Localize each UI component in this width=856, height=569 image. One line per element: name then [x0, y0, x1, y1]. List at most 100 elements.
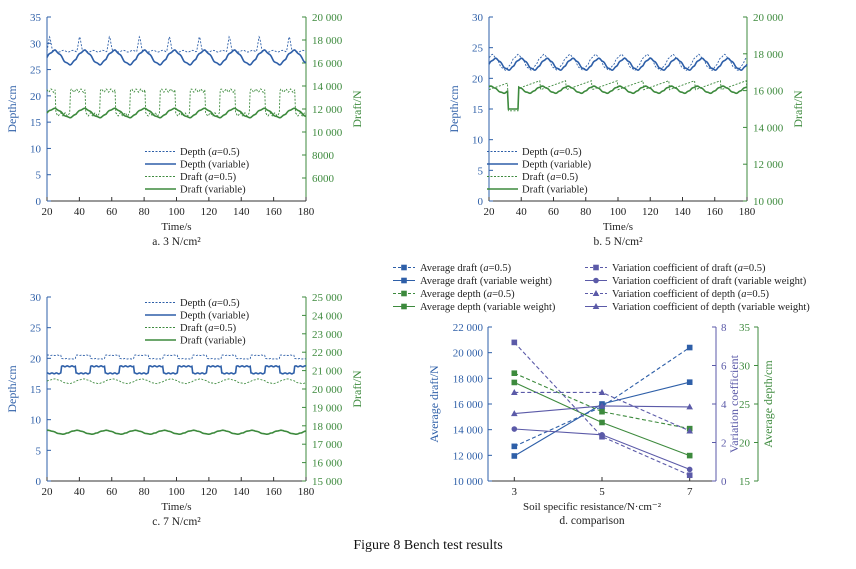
legend-entry: Draft (variable) [180, 185, 246, 196]
right-tick-label: 24 000 [312, 310, 343, 322]
legend-entry: Depth (variable) [180, 311, 250, 322]
x-tick-label: 160 [265, 486, 282, 498]
data-point [593, 277, 599, 284]
x-tick-label: 140 [233, 486, 250, 498]
cv-axis-label: Variation coefficient [727, 354, 741, 453]
cv-tick-label: 0 [721, 476, 727, 488]
data-point [511, 410, 518, 417]
data-point [599, 408, 605, 415]
draft-tick-label: 18 000 [453, 373, 484, 385]
legend-entry: Depth (a=0.5) [180, 298, 240, 309]
series-line [46, 49, 307, 66]
right-tick-label: 20 000 [312, 12, 343, 24]
draft-tick-label: 12 000 [453, 450, 484, 462]
x-tick-label: 20 [42, 486, 54, 498]
right-axis-label: Draft/N [791, 90, 805, 128]
right-tick-label: 8000 [312, 150, 335, 162]
right-tick-label: 22 000 [312, 347, 343, 359]
legend-entry: Draft (a=0.5) [180, 172, 237, 183]
left-axis-label: Depth/cm [5, 365, 19, 413]
series-line [46, 364, 307, 375]
data-point [592, 290, 600, 296]
legend-entry: Draft (a=0.5) [522, 172, 579, 183]
right-tick-label: 18 000 [753, 49, 784, 61]
legend-entry: Depth (variable) [180, 160, 250, 171]
right-tick-label: 23 000 [312, 329, 343, 341]
legend-entry: Variation coefficient of depth (variable… [612, 302, 810, 313]
x-tick-label: 100 [168, 486, 185, 498]
legend-entry: Depth (a=0.5) [522, 147, 582, 158]
x-tick-label: 20 [484, 206, 496, 218]
x-tick-label: 80 [580, 206, 592, 218]
series-line [46, 378, 307, 385]
right-axis-label: Draft/N [350, 370, 364, 408]
legend-entry: Average depth (variable weight) [420, 302, 556, 313]
chart-subtitle: a. 3 N/cm² [152, 236, 201, 248]
right-tick-label: 16 000 [312, 458, 343, 470]
right-tick-label: 14 000 [753, 122, 784, 134]
left-tick-label: 5 [36, 445, 42, 457]
x-tick-label: 60 [548, 206, 560, 218]
right-tick-label: 14 000 [312, 81, 343, 93]
legend-entry: Draft (variable) [180, 336, 246, 347]
legend-entry: Variation coefficient of draft (a=0.5) [612, 263, 766, 274]
left-tick-label: 25 [472, 43, 484, 55]
cv-tick-label: 6 [721, 361, 727, 373]
right-tick-label: 20 000 [753, 12, 784, 24]
draft-axis-label: Average draft/N [427, 365, 441, 443]
series-line [46, 354, 307, 360]
data-point [511, 453, 518, 459]
x-tick-label: 120 [201, 206, 218, 218]
left-tick-label: 20 [472, 73, 484, 85]
left-tick-label: 0 [36, 196, 42, 208]
x-tick-label: 180 [298, 206, 315, 218]
x-tick-label: 20 [42, 206, 54, 218]
x-tick-label: 180 [739, 206, 756, 218]
data-point [599, 419, 605, 426]
right-tick-label: 21 000 [312, 366, 343, 378]
legend-entry: Variation coefficient of draft (variable… [612, 276, 807, 287]
chart-b: 20 40 60 80 100 120 140 160 180 Time/s 0 5 10 15 20 25 3… [447, 12, 805, 248]
x-tick-label: 60 [106, 206, 118, 218]
draft-tick-label: 10 000 [453, 476, 484, 488]
x-axis-label: Time/s [161, 221, 191, 233]
data-point [511, 339, 518, 346]
legend-entry: Variation coefficient of depth (a=0.5) [612, 289, 770, 300]
left-tick-label: 15 [30, 117, 42, 129]
left-tick-label: 10 [30, 143, 42, 155]
left-tick-label: 10 [472, 135, 484, 147]
chart-d: Average draft (a=0.5) Average draft (vari… [393, 263, 810, 527]
series-line [46, 88, 307, 117]
left-axis-label: Depth/cm [5, 85, 19, 133]
right-tick-label: 18 000 [312, 421, 343, 433]
left-tick-label: 0 [478, 196, 484, 208]
legend-entry: Average depth (a=0.5) [420, 289, 515, 300]
left-tick-label: 20 [30, 91, 42, 103]
data-point [598, 388, 606, 395]
data-point [401, 264, 407, 271]
left-tick-label: 5 [478, 165, 484, 177]
left-tick-label: 0 [36, 476, 42, 488]
depth-tick-label: 15 [739, 476, 751, 488]
x-tick-label: 120 [642, 206, 659, 218]
data-point [511, 426, 518, 432]
data-point [401, 290, 407, 297]
right-tick-label: 6000 [312, 173, 335, 185]
data-point [686, 427, 693, 434]
right-tick-label: 12 000 [312, 104, 343, 116]
data-point [511, 443, 518, 450]
legend-entry: Draft (variable) [522, 185, 588, 196]
chart-subtitle: c. 7 N/cm² [152, 516, 201, 528]
x-tick-label: 40 [74, 206, 86, 218]
data-point [401, 277, 407, 284]
series-line [514, 347, 691, 447]
right-tick-label: 20 000 [312, 384, 343, 396]
depth-tick-label: 20 [739, 438, 751, 450]
right-tick-label: 16 000 [753, 86, 784, 98]
left-tick-label: 15 [30, 384, 42, 396]
depth-tick-label: 30 [739, 361, 751, 373]
left-tick-label: 20 [30, 353, 42, 365]
left-tick-label: 30 [472, 12, 484, 24]
x-tick-label: 7 [687, 486, 693, 498]
